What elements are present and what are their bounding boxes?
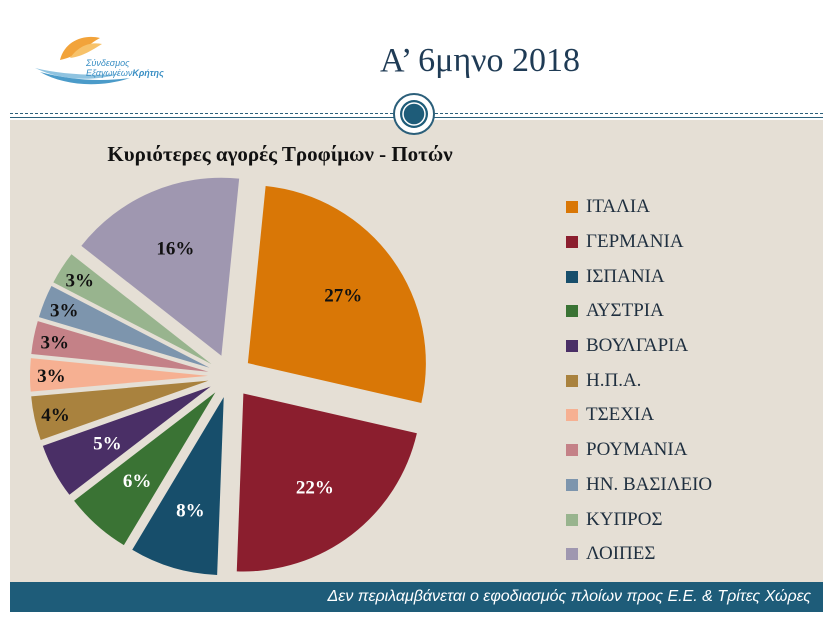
legend-swatch-3	[566, 270, 578, 283]
pie-slice-5	[42, 386, 211, 495]
logo-line2b: Κρήτης	[132, 68, 164, 78]
legend-label-10: ΚΥΠΡΟΣ	[586, 508, 663, 530]
legend-item-6: Η.Π.Α.	[566, 363, 826, 398]
data-label-4: 6%	[123, 471, 152, 492]
legend-label-8: ΡΟΥΜΑΝΙΑ	[586, 439, 688, 461]
legend-swatch-6	[566, 374, 578, 387]
legend-swatch-5	[566, 340, 578, 353]
legend: ΙΤΑΛΙΑ ΓΕΡΜΑΝΙΑ ΙΣΠΑΝΙΑ ΑΥΣΤΡΙΑ ΒΟΥΛΓΑΡΙΑ Η.Π…	[566, 190, 826, 572]
legend-item-5: ΒΟΥΛΓΑΡΙΑ	[566, 329, 826, 364]
legend-label-9: ΗΝ. ΒΑΣΙΛΕΙΟ	[586, 473, 713, 495]
pie-slice-7	[30, 358, 209, 392]
pie-slice-3	[132, 397, 224, 575]
legend-item-3: ΙΣΠΑΝΙΑ	[566, 259, 826, 294]
pie-slice-8	[31, 321, 209, 372]
legend-item-10: ΚΥΠΡΟΣ	[566, 502, 826, 537]
legend-swatch-8	[566, 444, 578, 457]
logo-line1: Σύνδεσμος	[86, 58, 130, 68]
data-label-5: 5%	[93, 433, 122, 454]
data-label-11: 16%	[156, 239, 194, 260]
logo-icon	[35, 36, 130, 85]
legend-label-6: Η.Π.Α.	[586, 369, 642, 391]
circle-emblem-icon	[393, 93, 435, 135]
legend-swatch-7	[566, 409, 578, 422]
legend-item-7: ΤΣΕΧΙΑ	[566, 398, 826, 433]
pie-slice-6	[31, 380, 209, 441]
pie-slice-4	[74, 392, 216, 546]
pie-slice-2	[236, 393, 417, 572]
pie-slice-11	[81, 177, 240, 356]
data-label-8: 3%	[40, 333, 69, 354]
footer-note: Δεν περιλαμβάνεται ο εφοδιασμός πλοίων π…	[10, 582, 823, 612]
legend-label-2: ΓΕΡΜΑΝΙΑ	[586, 231, 684, 253]
chart-title: Κυριότερες αγορές Τροφίμων - Ποτών	[107, 142, 453, 166]
footer-text: Δεν περιλαμβάνεται ο εφοδιασμός πλοίων π…	[327, 588, 811, 605]
legend-label-5: ΒΟΥΛΓΑΡΙΑ	[586, 335, 689, 357]
logo-line2a: Εξαγωγέων	[86, 68, 133, 78]
logo-text: Σύνδεσμος ΕξαγωγέωνΚρήτης	[86, 58, 164, 78]
legend-label-3: ΙΣΠΑΝΙΑ	[586, 265, 665, 287]
legend-label-1: ΙΤΑΛΙΑ	[586, 196, 650, 218]
pie-slice-10	[53, 254, 212, 365]
legend-label-7: ΤΣΕΧΙΑ	[586, 404, 655, 426]
data-label-3: 8%	[176, 501, 205, 522]
data-label-1: 27%	[324, 286, 362, 307]
legend-item-4: ΑΥΣΤΡΙΑ	[566, 294, 826, 329]
legend-swatch-10	[566, 513, 578, 526]
legend-item-8: ΡΟΥΜΑΝΙΑ	[566, 433, 826, 468]
legend-label-4: ΑΥΣΤΡΙΑ	[586, 300, 664, 322]
data-label-6: 4%	[41, 405, 70, 426]
legend-item-9: ΗΝ. ΒΑΣΙΛΕΙΟ	[566, 468, 826, 503]
legend-swatch-4	[566, 305, 578, 318]
pie-slice-1	[247, 186, 426, 403]
data-label-10: 3%	[65, 270, 94, 291]
legend-swatch-11	[566, 548, 578, 561]
data-label-9: 3%	[50, 300, 79, 321]
legend-swatch-1	[566, 201, 578, 214]
legend-swatch-9	[566, 478, 578, 491]
data-label-7: 3%	[37, 366, 66, 387]
legend-item-2: ΓΕΡΜΑΝΙΑ	[566, 225, 826, 260]
legend-item-1: ΙΤΑΛΙΑ	[566, 190, 826, 225]
legend-label-11: ΛΟΙΠΕΣ	[586, 543, 656, 565]
slide-title: Α’ 6μηνο 2018	[380, 42, 580, 79]
data-label-2: 22%	[296, 478, 334, 499]
legend-swatch-2	[566, 236, 578, 249]
legend-item-11: ΛΟΙΠΕΣ	[566, 537, 826, 572]
pie-slice-9	[38, 286, 210, 368]
